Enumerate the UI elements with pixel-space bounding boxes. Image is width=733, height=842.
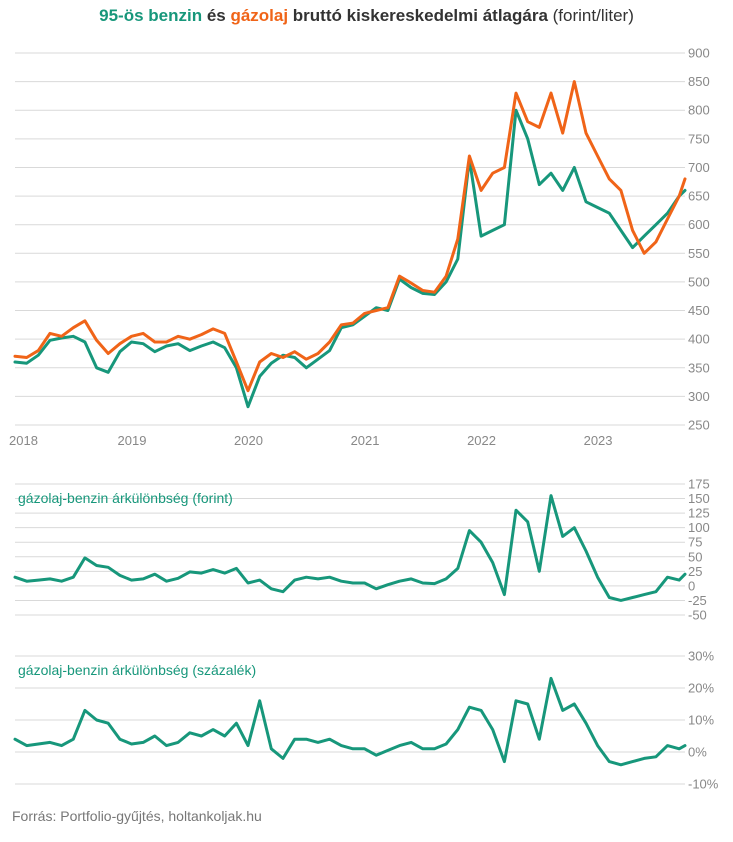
y-tick-label: 700 bbox=[688, 160, 710, 175]
y-tick-label: 100 bbox=[688, 520, 710, 535]
title-unit: (forint/liter) bbox=[552, 6, 634, 25]
y-tick-label: -10% bbox=[688, 777, 719, 792]
y-tick-label: 150 bbox=[688, 491, 710, 506]
y-tick-label: 650 bbox=[688, 189, 710, 204]
y-tick-label: 0 bbox=[688, 578, 695, 593]
title-benzin: 95-ös benzin bbox=[99, 6, 203, 25]
y-tick-label: 500 bbox=[688, 274, 710, 289]
y-tick-label: 250 bbox=[688, 418, 710, 433]
y-tick-label: 400 bbox=[688, 332, 710, 347]
title-and: és bbox=[202, 6, 231, 25]
x-tick-label: 2021 bbox=[351, 433, 380, 448]
y-tick-label: 450 bbox=[688, 303, 710, 318]
chart-title: 95-ös benzin és gázolaj bruttó kiskeresk… bbox=[0, 6, 733, 26]
y-tick-label: 20% bbox=[688, 681, 714, 696]
y-tick-label: 750 bbox=[688, 131, 710, 146]
y-tick-label: 10% bbox=[688, 713, 714, 728]
source-note: Forrás: Portfolio-gyűjtés, holtankoljak.… bbox=[12, 808, 262, 824]
y-tick-label: 25 bbox=[688, 564, 702, 579]
y-tick-label: 300 bbox=[688, 389, 710, 404]
x-tick-label: 2020 bbox=[234, 433, 263, 448]
chart-area: 2503003504004505005506006507007508008509… bbox=[9, 46, 719, 792]
y-tick-label: 30% bbox=[688, 649, 714, 664]
y-tick-label: 800 bbox=[688, 103, 710, 118]
panel-label: gázolaj-benzin árkülönbség (százalék) bbox=[18, 662, 256, 678]
x-tick-label: 2019 bbox=[118, 433, 147, 448]
gazolaj-line bbox=[13, 80, 687, 393]
y-tick-label: 175 bbox=[688, 477, 710, 492]
y-tick-label: -25 bbox=[688, 593, 707, 608]
benzin-line bbox=[13, 108, 687, 409]
panel-price: 250 300 350 400 450 500 550 600 650 700 750 800 850 9… bbox=[9, 46, 710, 449]
difference-line bbox=[13, 494, 687, 602]
panel-diff-percent: -10% 0% 10% 20% 30% gázolaj-benzin árkülönbsé… bbox=[13, 649, 719, 792]
title-gazolaj: gázolaj bbox=[230, 6, 289, 25]
y-tick-label: 850 bbox=[688, 74, 710, 89]
y-tick-label: 900 bbox=[688, 46, 710, 61]
y-tick-label: 50 bbox=[688, 549, 702, 564]
y-tick-label: 350 bbox=[688, 360, 710, 375]
x-tick-label: 2023 bbox=[584, 433, 613, 448]
title-rest: bruttó kiskereskedelmi átlagára bbox=[288, 6, 553, 25]
x-tick-label: 2022 bbox=[467, 433, 496, 448]
panel-label: gázolaj-benzin árkülönbség (forint) bbox=[18, 490, 233, 506]
difference-line bbox=[13, 676, 687, 767]
x-tick-label: 2018 bbox=[9, 433, 38, 448]
y-tick-label: 550 bbox=[688, 246, 710, 261]
y-tick-label: 600 bbox=[688, 217, 710, 232]
y-tick-label: 75 bbox=[688, 535, 702, 550]
y-tick-label: 0% bbox=[688, 745, 707, 760]
y-tick-label: -50 bbox=[688, 608, 707, 623]
y-tick-label: 125 bbox=[688, 506, 710, 521]
